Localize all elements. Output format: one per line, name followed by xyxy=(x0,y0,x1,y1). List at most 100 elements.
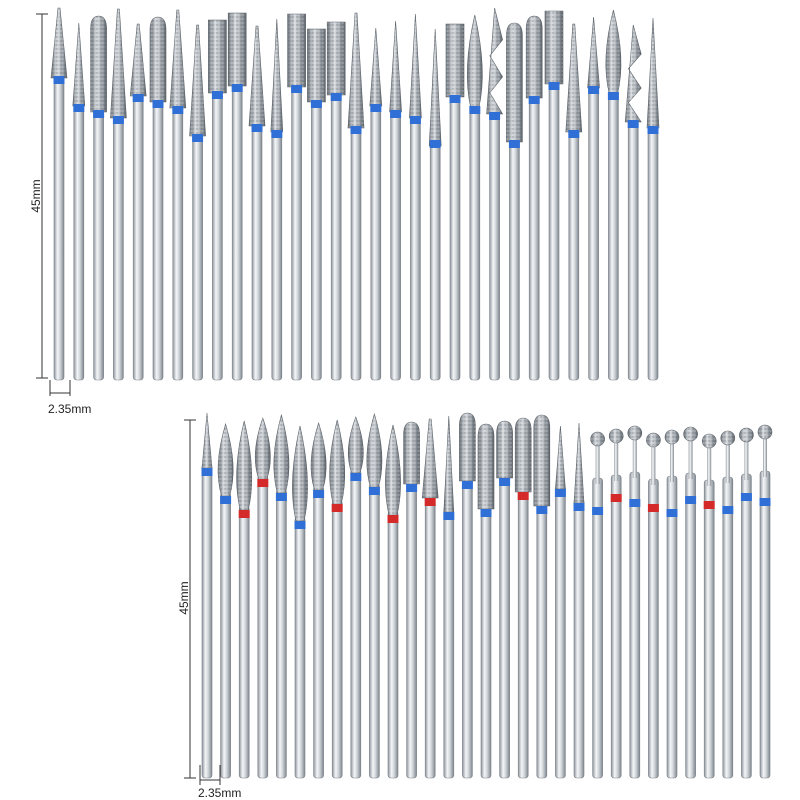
red-band xyxy=(331,504,343,512)
drill-bit xyxy=(587,16,600,381)
bit-grit xyxy=(369,28,382,106)
blue-band xyxy=(554,489,566,497)
bit-grit xyxy=(189,25,206,136)
drill-bit xyxy=(573,422,585,779)
bit-shank xyxy=(648,478,659,779)
red-band xyxy=(647,504,659,512)
drill-bit xyxy=(189,24,206,381)
bit-grit xyxy=(496,421,513,478)
drill-bit xyxy=(307,28,326,381)
bit-shank xyxy=(313,485,324,779)
bit-shank xyxy=(231,81,243,381)
drill-bit xyxy=(646,17,660,381)
drill-bit xyxy=(525,15,543,381)
bit-shank xyxy=(330,90,342,381)
bit-shank xyxy=(685,472,696,779)
blue-band xyxy=(350,473,362,481)
bit-grit xyxy=(255,418,271,479)
blue-band xyxy=(647,126,659,134)
bit-grit xyxy=(249,26,265,126)
bit-grit xyxy=(625,25,642,122)
drill-bit xyxy=(347,12,365,381)
blue-band xyxy=(152,100,164,108)
blue-band xyxy=(722,506,734,514)
bit-shank xyxy=(113,113,124,381)
bit-shank xyxy=(276,488,287,779)
blue-band xyxy=(607,92,619,100)
bit-neck xyxy=(670,442,674,482)
bit-neck xyxy=(632,438,637,478)
drill-bit xyxy=(403,421,420,779)
drill-bit xyxy=(486,7,504,381)
bit-shank xyxy=(588,83,599,381)
bit-shank xyxy=(443,507,455,779)
bit-shank xyxy=(592,477,603,779)
blue-band xyxy=(330,93,342,101)
bit-grit xyxy=(90,16,107,112)
bit-shank xyxy=(573,498,585,779)
bit-shank xyxy=(555,484,566,779)
bit-shank xyxy=(350,468,362,779)
bit-grit xyxy=(329,420,345,504)
bit-grit xyxy=(292,426,308,521)
blue-band xyxy=(291,85,303,93)
bit-grit xyxy=(403,422,420,484)
bit-shank xyxy=(627,117,639,381)
drill-bit xyxy=(533,414,551,779)
bit-grit xyxy=(665,430,679,444)
drill-bit xyxy=(310,422,327,779)
bit-shank xyxy=(410,113,421,381)
drill-bit xyxy=(292,425,308,779)
bit-grit xyxy=(647,18,659,128)
bit-shank xyxy=(469,103,481,381)
bit-grit xyxy=(605,10,621,94)
drill-bit xyxy=(273,413,290,779)
bit-set-top xyxy=(50,7,660,381)
blue-band xyxy=(294,521,306,529)
bit-shank xyxy=(132,91,144,381)
bit-grit xyxy=(228,13,247,86)
bit-neck xyxy=(614,441,619,481)
red-band xyxy=(238,510,250,518)
drill-bit xyxy=(627,425,643,779)
blue-band xyxy=(508,140,520,148)
drill-bit xyxy=(554,425,566,779)
bit-grit xyxy=(51,8,67,78)
bit-grit xyxy=(565,24,582,132)
blue-band xyxy=(449,95,461,103)
bit-grit xyxy=(758,425,772,439)
bit-shank xyxy=(311,97,322,381)
bit-shank xyxy=(517,487,529,779)
drill-bit xyxy=(624,24,642,381)
drill-bit xyxy=(217,422,234,779)
bit-grit xyxy=(646,433,661,448)
blue-band xyxy=(627,120,639,128)
bit-shank xyxy=(370,101,382,381)
drill-bit xyxy=(544,10,564,381)
bit-shank xyxy=(429,141,441,381)
drill-bit xyxy=(459,412,476,779)
blue-band xyxy=(429,140,441,148)
blue-band xyxy=(211,91,223,99)
blue-band xyxy=(536,506,548,514)
bit-grit xyxy=(389,21,402,112)
blue-band xyxy=(201,468,213,476)
bit-shank xyxy=(489,109,500,381)
bit-shank xyxy=(291,82,302,381)
drill-bit xyxy=(248,25,266,381)
bit-shank xyxy=(271,127,283,381)
bottom-diameter-label: 2.35mm xyxy=(198,786,241,800)
drill-bit xyxy=(270,18,284,381)
drill-bit xyxy=(50,7,68,381)
bit-grit xyxy=(627,426,642,441)
bit-shank xyxy=(741,473,752,779)
bit-grit xyxy=(702,434,717,448)
drill-bit xyxy=(506,22,523,381)
bit-shank xyxy=(548,79,560,381)
bit-shank xyxy=(238,505,250,779)
blue-band xyxy=(132,94,144,102)
bit-shank xyxy=(212,88,223,381)
blue-band xyxy=(592,507,604,515)
drill-bit xyxy=(72,22,86,381)
